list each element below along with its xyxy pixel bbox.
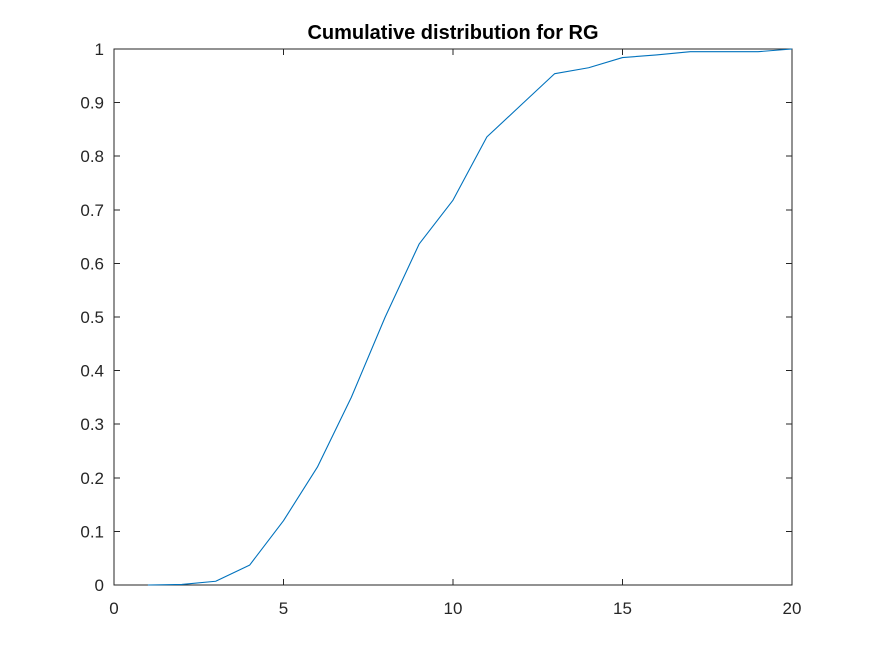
y-tick-label: 0.4	[80, 362, 104, 381]
y-tick-label: 0.9	[80, 94, 104, 113]
y-tick-label: 0.8	[80, 147, 104, 166]
y-tick-label: 0.3	[80, 415, 104, 434]
ticks	[113, 48, 793, 586]
series-layer	[147, 48, 793, 586]
plot-area-box	[113, 48, 793, 586]
y-tick-label: 0.1	[80, 522, 104, 541]
tick-labels: 0 5 10 15 20 0 0.1 0.2 0.3 0.4 0.5 0.6 0.7 0.8 0.9 1	[80, 40, 801, 618]
x-tick-label: 10	[444, 599, 463, 618]
y-tick-label: 0.5	[80, 308, 104, 327]
y-tick-label: 0.7	[80, 201, 104, 220]
x-tick-label: 15	[613, 599, 632, 618]
chart-title: Cumulative distribution for RG	[307, 22, 598, 44]
x-tick-label: 5	[279, 599, 288, 618]
y-tick-label: 0	[95, 576, 104, 595]
y-tick-label: 0.6	[80, 254, 104, 273]
y-tick-label: 0.2	[80, 469, 104, 488]
x-tick-label: 0	[109, 599, 118, 618]
axes	[113, 48, 793, 586]
y-tick-label: 1	[95, 40, 104, 59]
series-line-0	[147, 48, 793, 586]
x-tick-label: 20	[783, 599, 802, 618]
